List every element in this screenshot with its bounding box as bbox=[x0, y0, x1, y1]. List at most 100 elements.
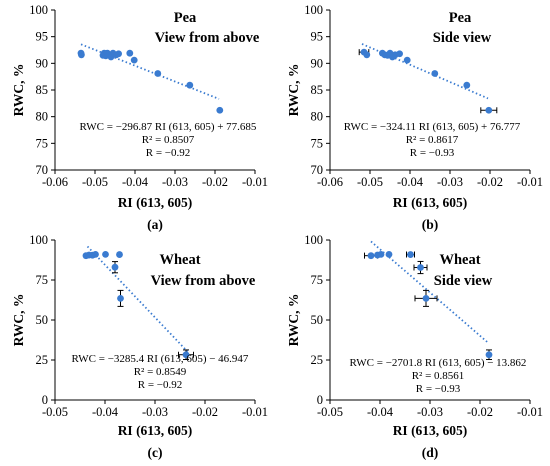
data-point bbox=[485, 351, 493, 359]
data-point bbox=[377, 251, 385, 258]
y-tick-label: 75 bbox=[311, 136, 324, 150]
trendline bbox=[361, 43, 489, 100]
panel-title-line-1: Pea bbox=[449, 10, 472, 26]
regression-equation-line: R² = 0.8617 bbox=[406, 134, 459, 146]
data-point bbox=[403, 56, 411, 64]
panel-label: (b) bbox=[422, 217, 439, 232]
panel-title-line-2: View from above bbox=[151, 273, 256, 289]
data-point bbox=[130, 56, 138, 64]
data-point bbox=[126, 49, 134, 57]
panel-title-line-1: Wheat bbox=[159, 252, 200, 268]
x-tick-label: -0.03 bbox=[437, 175, 463, 189]
data-point bbox=[116, 251, 123, 258]
y-tick-label: 75 bbox=[36, 136, 49, 150]
data-point bbox=[363, 51, 371, 59]
y-axis-title: RWC, % bbox=[11, 64, 26, 117]
y-tick-label: 85 bbox=[311, 83, 324, 97]
data-point bbox=[115, 50, 122, 58]
y-tick-label: 0 bbox=[317, 393, 323, 407]
x-tick-label: -0.02 bbox=[477, 175, 503, 189]
data-point bbox=[102, 251, 109, 258]
data-point bbox=[396, 50, 403, 58]
data-point bbox=[111, 263, 119, 271]
y-tick-label: 0 bbox=[42, 393, 48, 407]
regression-equation-line: R² = 0.8549 bbox=[134, 366, 187, 378]
data-point bbox=[417, 264, 424, 271]
panel-title-line-1: Wheat bbox=[439, 252, 480, 268]
regression-equation-line: R = −0.93 bbox=[416, 383, 461, 395]
x-tick-label: -0.04 bbox=[397, 175, 424, 189]
x-tick-label: -0.06 bbox=[317, 175, 343, 189]
x-tick-label: -0.01 bbox=[242, 175, 268, 189]
y-tick-label: 95 bbox=[311, 30, 324, 44]
regression-equation-line: RWC = −324.11 RI (613, 605) + 76.777 bbox=[344, 121, 521, 133]
y-tick-label: 70 bbox=[311, 163, 324, 177]
x-tick-label: -0.04 bbox=[122, 175, 149, 189]
data-point bbox=[367, 252, 375, 260]
y-axis-title: RWC, % bbox=[286, 294, 301, 347]
x-tick-label: -0.05 bbox=[317, 405, 343, 419]
y-tick-label: 75 bbox=[36, 273, 49, 287]
x-tick-label: -0.05 bbox=[82, 175, 108, 189]
x-tick-label: -0.05 bbox=[42, 405, 68, 419]
panel-1: 70 75 80 85 90 95 100 -0.06 -0.05 -0.04 -0.03 -0.02… bbox=[11, 3, 268, 232]
panel-label: (d) bbox=[422, 445, 439, 460]
regression-equation-line: RWC = −2701.8 RI (613, 605) − 13.862 bbox=[350, 357, 527, 369]
y-tick-label: 25 bbox=[311, 353, 324, 367]
y-tick-label: 70 bbox=[36, 163, 49, 177]
regression-equation-line: R² = 0.8561 bbox=[412, 370, 465, 382]
x-tick-label: -0.06 bbox=[42, 175, 68, 189]
y-tick-label: 100 bbox=[304, 233, 323, 247]
data-point bbox=[216, 106, 224, 114]
x-tick-label: -0.05 bbox=[357, 175, 383, 189]
data-point bbox=[92, 251, 99, 258]
data-point bbox=[182, 351, 190, 359]
panel-title-line-2: View from above bbox=[155, 30, 260, 46]
y-tick-label: 80 bbox=[311, 110, 324, 124]
panel-label: (a) bbox=[147, 217, 163, 232]
data-point bbox=[431, 70, 439, 77]
x-axis-title: RI (613, 605) bbox=[118, 423, 193, 438]
x-axis-title: RI (613, 605) bbox=[118, 195, 193, 210]
y-axis-title: RWC, % bbox=[286, 64, 301, 117]
panel-title-line-2: Side view bbox=[434, 273, 493, 289]
y-tick-label: 80 bbox=[36, 110, 49, 124]
data-point bbox=[385, 251, 393, 258]
x-tick-label: -0.01 bbox=[517, 405, 543, 419]
panel-4: 0 25 50 75 100 -0.05 -0.04 -0.03 -0.02 -0.01 RI (6… bbox=[286, 233, 543, 460]
y-tick-label: 75 bbox=[311, 273, 324, 287]
panel-label: (c) bbox=[148, 445, 163, 460]
x-tick-label: -0.03 bbox=[142, 405, 168, 419]
y-tick-label: 100 bbox=[29, 233, 48, 247]
y-tick-label: 25 bbox=[36, 353, 49, 367]
panel-title-line-2: Side view bbox=[433, 30, 492, 46]
x-tick-label: -0.02 bbox=[202, 175, 228, 189]
x-tick-label: -0.01 bbox=[517, 175, 543, 189]
regression-equation-line: RWC = −296.87 RI (613, 605) + 77.685 bbox=[80, 121, 257, 133]
data-point bbox=[117, 295, 124, 302]
y-tick-label: 100 bbox=[304, 3, 323, 17]
y-tick-label: 90 bbox=[36, 56, 49, 70]
x-tick-label: -0.02 bbox=[467, 405, 493, 419]
y-tick-label: 50 bbox=[311, 313, 324, 327]
regression-equation-line: R² = 0.8507 bbox=[142, 134, 195, 146]
x-tick-label: -0.03 bbox=[162, 175, 188, 189]
x-tick-label: -0.02 bbox=[192, 405, 218, 419]
regression-equation-line: R = −0.92 bbox=[146, 147, 191, 159]
y-tick-label: 100 bbox=[29, 3, 48, 17]
y-tick-label: 85 bbox=[36, 83, 49, 97]
regression-equation-line: R = −0.92 bbox=[138, 379, 183, 391]
data-point bbox=[154, 70, 162, 77]
data-point bbox=[186, 81, 194, 89]
panel-2: 70 75 80 85 90 95 100 -0.06 -0.05 -0.04 -0.03 -0.02… bbox=[286, 3, 543, 232]
data-point bbox=[463, 81, 471, 89]
x-axis-title: RI (613, 605) bbox=[393, 423, 468, 438]
trendline bbox=[86, 245, 189, 353]
x-axis-title: RI (613, 605) bbox=[393, 195, 468, 210]
y-tick-label: 95 bbox=[36, 30, 49, 44]
x-tick-label: -0.04 bbox=[367, 405, 394, 419]
x-tick-label: -0.04 bbox=[92, 405, 119, 419]
regression-equation-line: R = −0.93 bbox=[410, 147, 455, 159]
x-tick-label: -0.03 bbox=[417, 405, 443, 419]
